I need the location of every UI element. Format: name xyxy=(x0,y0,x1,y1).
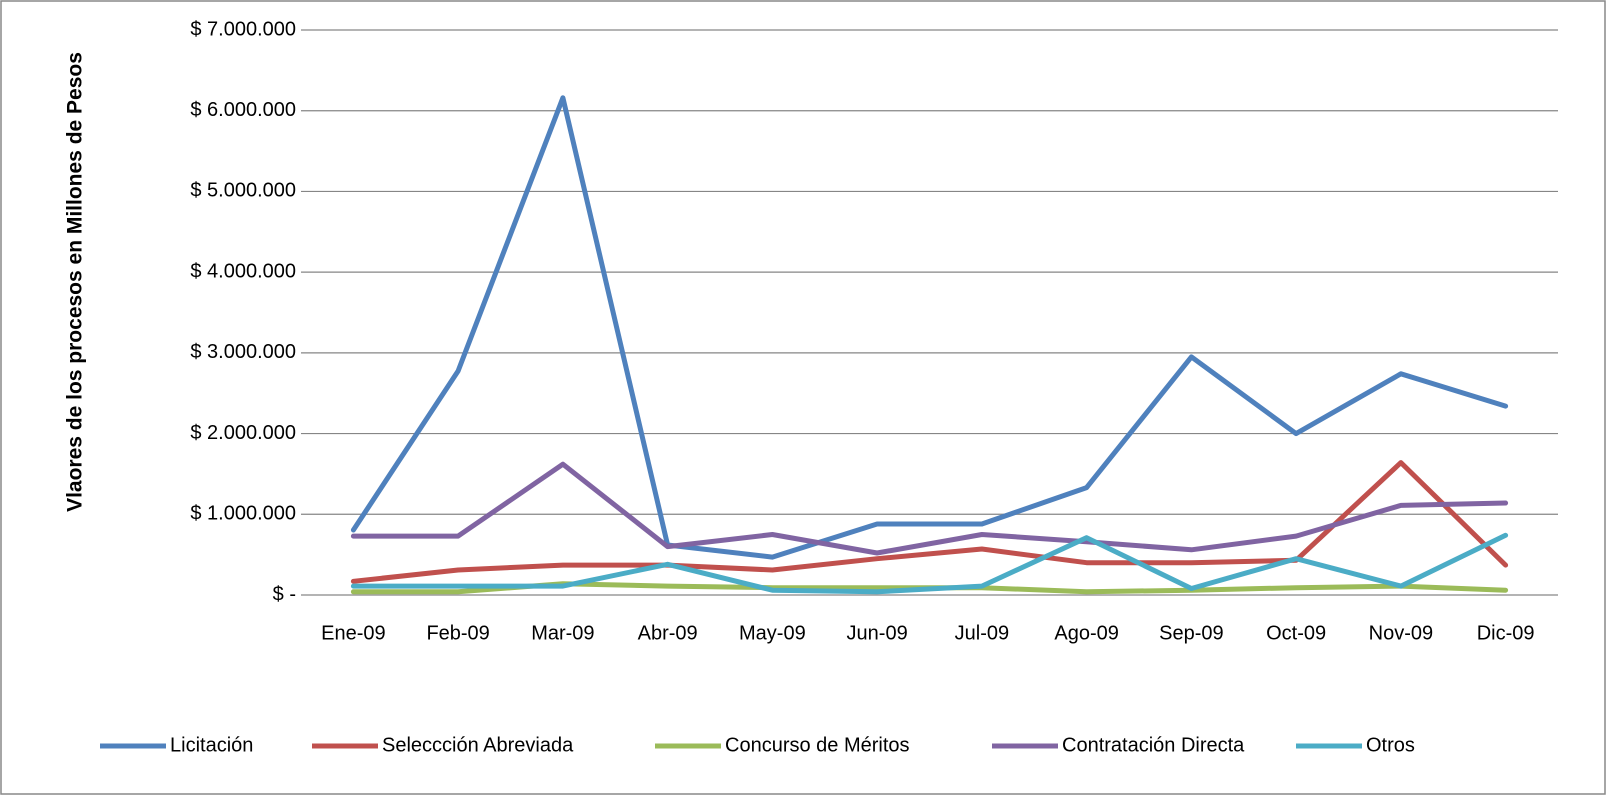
y-tick-label: $ 2.000.000 xyxy=(190,422,296,444)
x-tick-label: May-09 xyxy=(739,622,806,644)
x-tick-label: Jun-09 xyxy=(847,622,908,644)
x-tick-label: Feb-09 xyxy=(426,622,489,644)
x-tick-label: Abr-09 xyxy=(638,622,698,644)
x-tick-label: Sep-09 xyxy=(1159,622,1224,644)
x-tick-label: Oct-09 xyxy=(1266,622,1326,644)
y-tick-label: $ 6.000.000 xyxy=(190,99,296,121)
y-tick-label: $ 4.000.000 xyxy=(190,260,296,282)
y-tick-label: $ 7.000.000 xyxy=(190,18,296,40)
x-tick-label: Mar-09 xyxy=(531,622,594,644)
line-series xyxy=(350,532,1509,595)
legend-label: Seleccción Abreviada xyxy=(382,734,574,756)
x-tick-label: Dic-09 xyxy=(1477,622,1535,644)
x-tick-label: Ago-09 xyxy=(1054,622,1119,644)
y-tick-label: $ 1.000.000 xyxy=(190,503,296,525)
line-series xyxy=(350,460,1509,584)
legend-label: Concurso de Méritos xyxy=(725,734,910,756)
legend-label: Licitación xyxy=(170,734,253,756)
legend-label: Contratación Directa xyxy=(1062,734,1245,756)
y-axis-label: Vlaores de los procesos en Millones de P… xyxy=(64,52,87,512)
y-tick-label: $ 5.000.000 xyxy=(190,180,296,202)
y-tick-label: $ 3.000.000 xyxy=(190,341,296,363)
x-tick-label: Nov-09 xyxy=(1369,622,1433,644)
legend-label: Otros xyxy=(1366,734,1415,756)
x-tick-label: Ene-09 xyxy=(321,622,386,644)
line-series xyxy=(350,461,1509,556)
x-tick-label: Jul-09 xyxy=(955,622,1009,644)
line-series xyxy=(350,95,1509,560)
y-tick-label: $ - xyxy=(273,583,296,605)
